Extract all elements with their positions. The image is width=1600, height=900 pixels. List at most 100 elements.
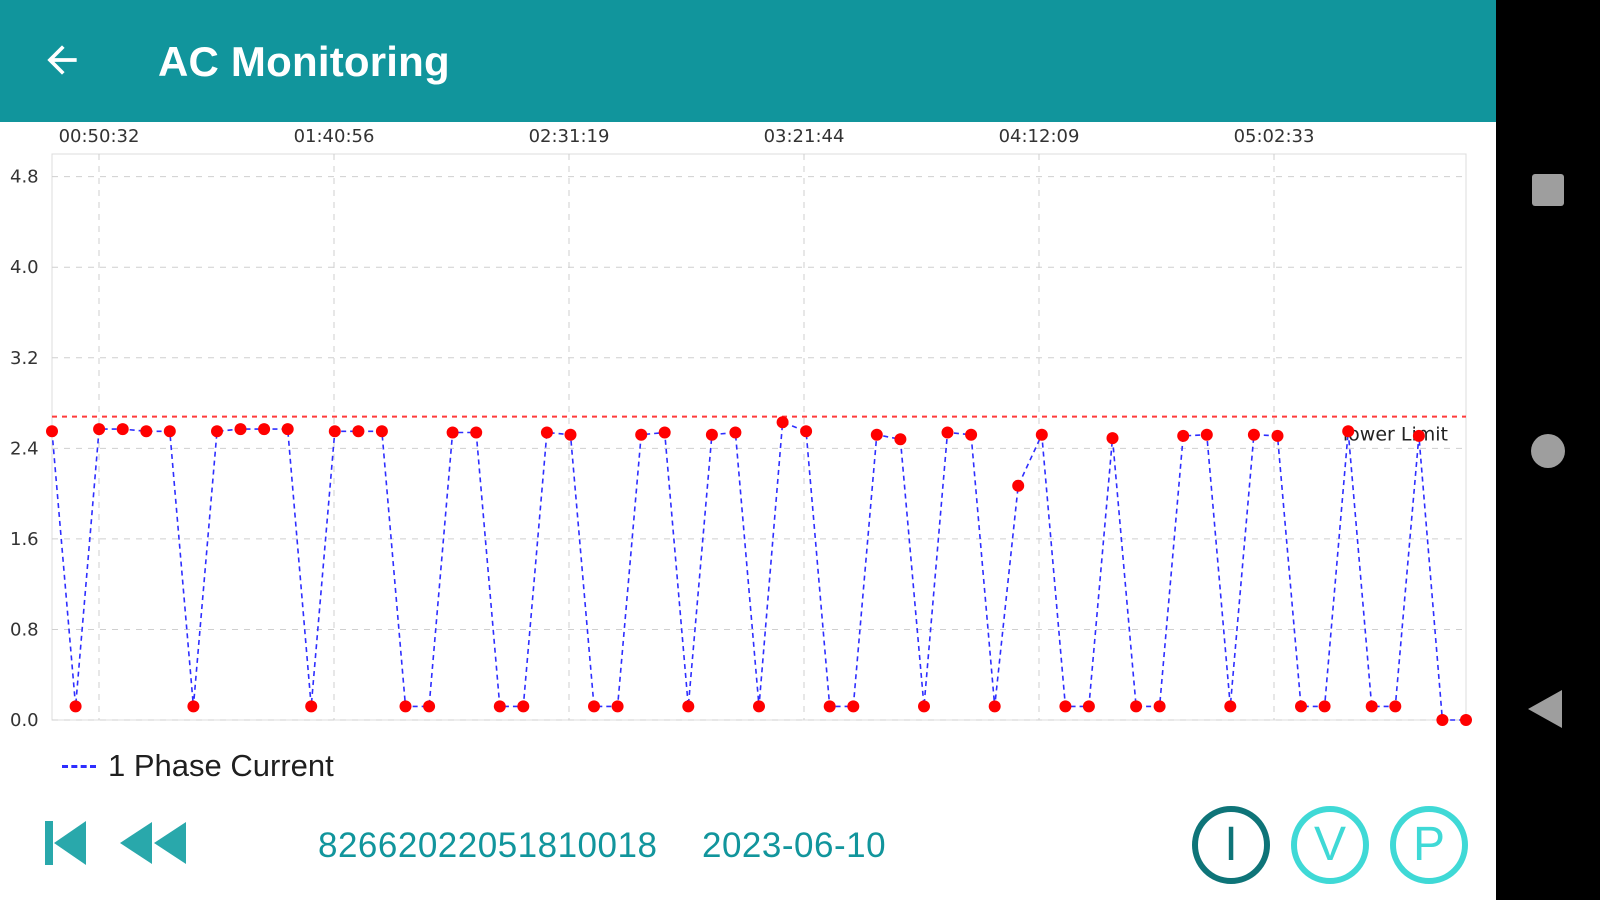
power-mode-label: P: [1412, 818, 1445, 871]
data-point: [1224, 700, 1237, 713]
data-point: [470, 426, 483, 439]
data-point: [729, 426, 742, 439]
legend-dashed-line-icon: [62, 764, 96, 768]
data-point: [328, 425, 341, 438]
data-point: [682, 700, 695, 713]
data-point: [234, 423, 247, 436]
data-point: [1436, 714, 1449, 726]
data-point: [918, 700, 930, 713]
x-tick-label: 00:50:32: [59, 126, 140, 147]
data-point: [1106, 432, 1119, 445]
lower-limit-label: lower Limit: [1343, 424, 1448, 446]
data-point: [493, 700, 506, 713]
data-point: [988, 700, 1001, 713]
data-point: [1059, 700, 1072, 713]
chart-area[interactable]: 0.0 0.8 1.6 2.4 3.2 4.0 4.8 00:50:32 01:40:56 02:…: [0, 122, 1496, 732]
data-point: [305, 700, 318, 713]
data-point: [163, 425, 176, 438]
data-point: [800, 425, 813, 438]
data-point: [965, 428, 978, 441]
data-point: [635, 428, 648, 441]
x-tick-label: 03:21:44: [764, 126, 845, 147]
current-mode-label: I: [1224, 818, 1238, 871]
data-point: [517, 700, 530, 713]
data-point: [399, 700, 412, 713]
data-point: [705, 428, 718, 441]
skip-to-first-icon: [45, 821, 86, 865]
data-point: [352, 425, 365, 438]
data-point: [1153, 700, 1166, 713]
data-point: [564, 428, 577, 441]
data-point: [941, 426, 954, 439]
data-point: [1035, 428, 1048, 441]
x-tick-label: 02:31:19: [529, 126, 610, 147]
data-point: [870, 428, 883, 441]
data-point: [588, 700, 600, 713]
voltage-mode-button[interactable]: V: [1291, 806, 1369, 884]
y-tick-label: 4.0: [10, 257, 39, 278]
x-tick-label: 05:02:33: [1234, 126, 1315, 147]
data-point: [423, 700, 436, 713]
data-point: [1082, 700, 1095, 713]
data-point: [1318, 700, 1331, 713]
series-line: [51, 421, 1466, 721]
device-id: 8266202205181001​8: [318, 826, 658, 865]
data-point: [187, 700, 200, 713]
data-point: [1460, 714, 1472, 726]
arrow-left-icon: [47, 45, 77, 75]
y-tick-label: 1.6: [10, 529, 39, 550]
current-mode-button[interactable]: I: [1192, 806, 1270, 884]
system-nav-bar: [1496, 0, 1600, 900]
square-recents-icon[interactable]: [1532, 174, 1564, 206]
rewind-icon: [120, 822, 186, 864]
date-label[interactable]: 2023-06-10: [702, 826, 887, 865]
data-point: [93, 423, 106, 436]
legend-label: 1 Phase Current: [108, 748, 334, 783]
power-mode-button[interactable]: P: [1390, 806, 1468, 884]
data-point: [611, 700, 624, 713]
data-point: [540, 426, 553, 439]
data-point: [258, 423, 271, 436]
y-tick-label: 3.2: [10, 348, 39, 369]
triangle-back-icon[interactable]: [1528, 690, 1562, 728]
x-tick-label: 04:12:09: [999, 126, 1080, 147]
data-point: [1177, 429, 1190, 442]
page-title: AC Monitoring: [158, 38, 450, 85]
data-point: [1200, 428, 1213, 441]
data-point: [46, 425, 58, 438]
data-point: [1342, 425, 1355, 438]
y-tick-label: 0.8: [10, 619, 39, 640]
data-point: [1365, 700, 1378, 713]
data-point: [281, 423, 294, 436]
chart-legend: 1 Phase Current: [62, 746, 334, 786]
data-point: [1012, 479, 1025, 492]
back-button[interactable]: [30, 28, 94, 92]
x-tick-label: 01:40:56: [294, 126, 375, 147]
circle-home-icon[interactable]: [1531, 434, 1565, 468]
data-point: [1271, 429, 1284, 442]
data-point: [847, 700, 860, 713]
data-point: [1412, 429, 1425, 442]
data-point: [446, 426, 459, 439]
data-point: [140, 425, 153, 438]
data-point: [375, 425, 388, 438]
data-point: [753, 700, 765, 713]
data-point: [1247, 428, 1260, 441]
data-point: [1130, 700, 1143, 713]
voltage-mode-label: V: [1313, 818, 1346, 871]
y-tick-label: 4.8: [10, 167, 39, 188]
data-point: [1295, 700, 1307, 713]
data-point: [69, 700, 82, 713]
data-point: [658, 426, 671, 439]
app-bar: AC Monitoring: [0, 0, 1496, 122]
data-point: [211, 425, 223, 438]
data-point: [1389, 700, 1402, 713]
data-point: [776, 416, 789, 429]
data-point: [823, 700, 836, 713]
y-tick-label: 0.0: [10, 710, 39, 731]
y-tick-label: 2.4: [10, 438, 39, 459]
data-point: [116, 423, 129, 436]
rewind-button[interactable]: [118, 820, 188, 866]
skip-to-first-button[interactable]: [42, 818, 90, 868]
current-line-chart[interactable]: 0.0 0.8 1.6 2.4 3.2 4.0 4.8 00:50:32 01:40:56 02:…: [0, 122, 1496, 732]
